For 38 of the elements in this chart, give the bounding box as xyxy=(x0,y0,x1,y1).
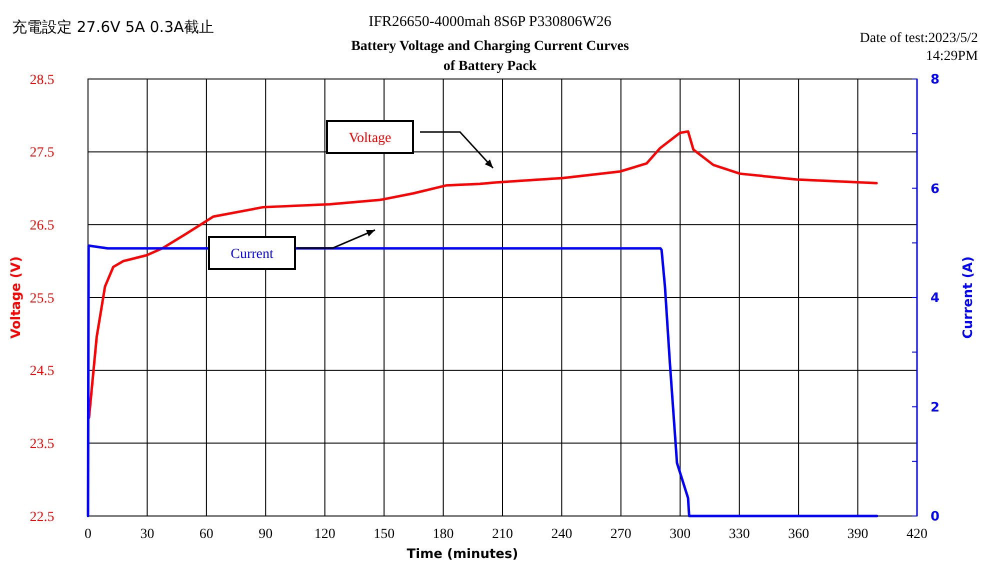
x-tick-label: 0 xyxy=(84,527,92,542)
x-tick-label: 150 xyxy=(374,527,395,542)
y-axis-title: Voltage (V) xyxy=(9,256,24,339)
chart-subtitle: Battery Voltage and Charging Current Curves of Battery Pack xyxy=(351,39,630,74)
x-tick-label: 240 xyxy=(551,527,572,542)
text: 充電設定 27.6V 5A 0.3A截止 xyxy=(12,18,214,36)
y2-tick-label: 8 xyxy=(930,72,940,88)
chart-title: IFR26650-4000mah 8S6P P330806W26 xyxy=(368,14,612,30)
y2-tick-label: 2 xyxy=(930,400,940,416)
x-axis-title: Time (minutes) xyxy=(406,547,518,561)
line-series xyxy=(88,130,878,419)
annotation: Current xyxy=(230,246,274,262)
line-series xyxy=(86,244,878,518)
y-tick-label: 22.5 xyxy=(30,510,54,525)
annotation: Voltage xyxy=(348,130,392,146)
x-tick-label: 180 xyxy=(432,527,454,542)
y-tick-label: 26.5 xyxy=(30,218,54,234)
x-tick-label: 420 xyxy=(906,527,928,542)
y2-tick-label: 6 xyxy=(930,182,940,197)
x-tick-label: 210 xyxy=(492,527,513,542)
x-tick-label: 330 xyxy=(728,527,750,542)
x-tick-label: 120 xyxy=(314,527,336,542)
x-tick-label: 300 xyxy=(670,527,691,542)
y2-tick-label: 0 xyxy=(930,510,940,525)
y-tick-label: 23.5 xyxy=(30,437,54,452)
y-tick-label: 24.5 xyxy=(30,364,54,380)
text: Date of test:2023/5/2 14:29PM xyxy=(860,31,979,64)
y-tick-label: 27.5 xyxy=(30,146,54,161)
y-tick-label: 28.5 xyxy=(30,72,54,88)
x-tick-label: 360 xyxy=(788,527,810,542)
x-tick-label: 60 xyxy=(199,527,214,542)
x-tick-label: 390 xyxy=(847,527,868,542)
y2-tick-label: 4 xyxy=(930,291,940,306)
x-tick-label: 270 xyxy=(610,527,632,542)
x-tick-label: 30 xyxy=(140,527,154,542)
y-tick-label: 25.5 xyxy=(30,291,54,306)
y2-axis-title: Current (A) xyxy=(961,256,976,339)
x-tick-label: 90 xyxy=(258,527,273,542)
